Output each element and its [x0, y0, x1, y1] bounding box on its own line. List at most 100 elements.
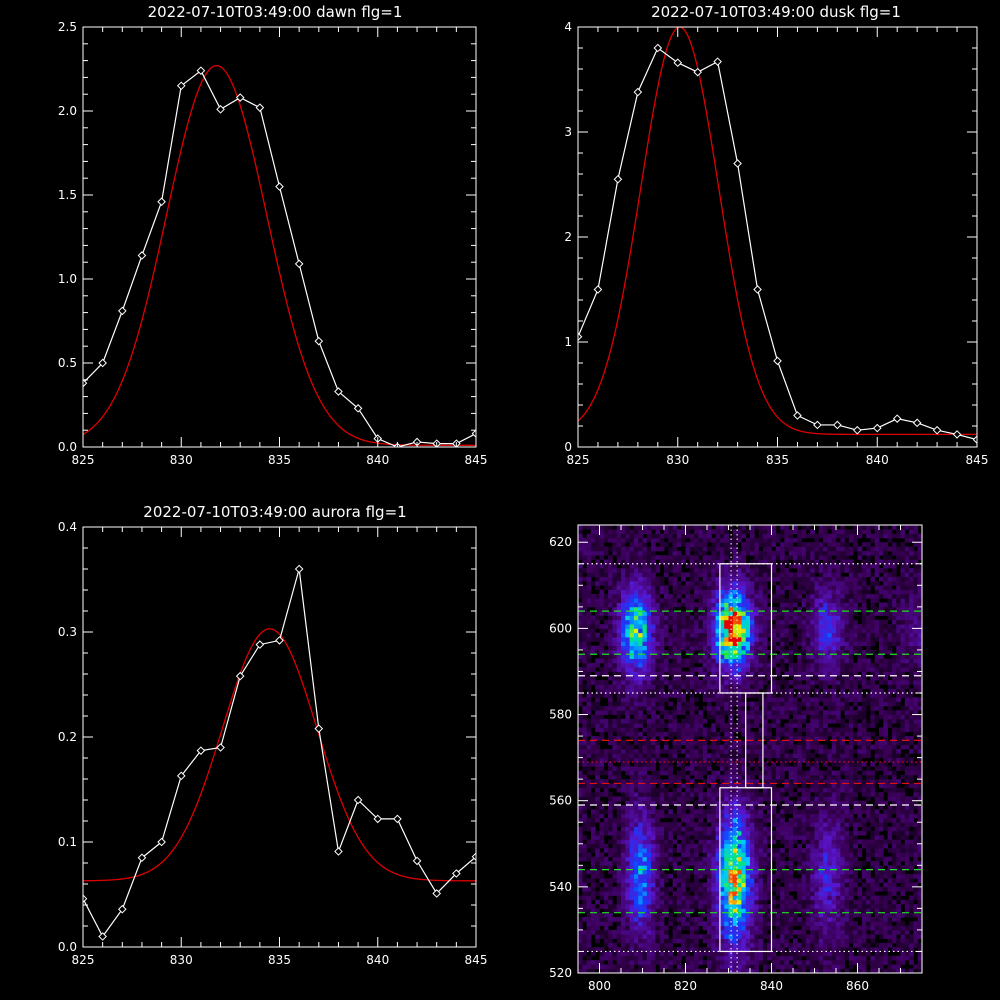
heatmap-cell — [702, 822, 708, 827]
heatmap-cell — [891, 787, 897, 793]
heatmap-cell — [578, 731, 583, 737]
heatmap-cell — [866, 817, 871, 823]
heatmap-cell — [715, 856, 721, 862]
heatmap-cell — [702, 886, 708, 892]
heatmap-cell — [586, 843, 592, 849]
heatmap-cell — [646, 753, 652, 759]
heatmap-cell — [818, 960, 824, 965]
heatmap-cell — [732, 848, 738, 853]
heatmap-cell — [719, 951, 725, 957]
heatmap-cell — [762, 856, 768, 862]
heatmap-cell — [917, 731, 922, 737]
heatmap-cell — [719, 899, 725, 905]
heatmap-cell — [664, 744, 669, 750]
heatmap-cell — [784, 929, 790, 935]
heatmap-cell — [831, 960, 837, 965]
heatmap-cell — [655, 856, 661, 862]
heatmap-cell — [590, 796, 596, 802]
aurora-data-point — [83, 894, 88, 904]
heatmap-cell — [848, 899, 854, 905]
heatmap-cell — [621, 718, 626, 724]
heatmap-cell — [883, 955, 888, 961]
heatmap-cell — [745, 718, 751, 724]
heatmap-cell — [848, 886, 854, 892]
heatmap-cell — [891, 912, 897, 918]
heatmap-cell — [672, 882, 678, 888]
heatmap-cell — [638, 869, 643, 875]
heatmap-cell — [814, 796, 820, 802]
heatmap-cell — [861, 882, 867, 888]
heatmap-cell — [840, 955, 845, 961]
heatmap-cell — [698, 955, 704, 961]
heatmap-cell — [861, 861, 867, 866]
heatmap-cell — [784, 835, 790, 840]
heatmap-cell — [874, 800, 880, 806]
heatmap-cell — [642, 942, 648, 948]
heatmap-cell — [866, 779, 871, 784]
heatmap-cell — [750, 740, 755, 746]
heatmap-cell — [707, 895, 712, 901]
heatmap-cell — [689, 882, 695, 888]
heatmap-cell — [685, 727, 691, 733]
heatmap-cell — [633, 938, 639, 944]
heatmap-cell — [646, 848, 652, 853]
heatmap-cell — [745, 839, 751, 845]
heatmap-cell — [797, 744, 802, 750]
heatmap-cell — [664, 710, 669, 715]
heatmap-cell — [780, 861, 785, 866]
heatmap-cell — [917, 809, 922, 815]
heatmap-cell — [689, 779, 695, 784]
heatmap-cell — [724, 723, 729, 728]
heatmap-cell — [758, 783, 764, 789]
heatmap-cell — [797, 727, 802, 733]
heatmap-cell — [698, 766, 704, 771]
heatmap-cell — [582, 942, 587, 948]
heatmap-cell — [633, 714, 639, 720]
heatmap-cell — [681, 873, 686, 879]
heatmap-cell — [595, 938, 600, 944]
heatmap-cell — [651, 770, 656, 776]
heatmap-cell — [608, 761, 613, 767]
heatmap-cell — [891, 805, 897, 810]
heatmap-cell — [625, 693, 630, 698]
heatmap-cell — [737, 852, 742, 858]
heatmap-cell — [818, 934, 824, 939]
heatmap-cell — [891, 774, 897, 780]
heatmap-cell — [599, 705, 605, 711]
heatmap-cell — [797, 813, 802, 819]
heatmap-cell — [732, 960, 738, 965]
heatmap-cell — [788, 856, 794, 862]
aurora-data-point — [353, 795, 363, 805]
heatmap-cell — [676, 826, 682, 832]
heatmap-cell — [831, 839, 837, 845]
heatmap-cell — [694, 942, 699, 948]
heatmap-cell — [891, 865, 897, 871]
heatmap-cell — [741, 731, 747, 737]
heatmap-cell — [758, 701, 764, 707]
heatmap-cell — [793, 817, 798, 823]
heatmap-cell — [741, 705, 747, 711]
heatmap-cell — [891, 796, 897, 802]
heatmap-cell — [754, 852, 759, 858]
heatmap-cell — [801, 895, 807, 901]
heatmap-cell — [732, 856, 738, 862]
heatmap-cell — [578, 839, 583, 845]
heatmap-cell — [595, 761, 600, 767]
heatmap-cell — [762, 753, 768, 759]
heatmap-cell — [586, 796, 592, 802]
heatmap-cell — [655, 800, 661, 806]
heatmap-cell — [750, 917, 755, 922]
heatmap-cell — [818, 886, 824, 892]
heatmap-cell — [655, 925, 661, 931]
heatmap-cell — [612, 947, 618, 952]
heatmap-cell — [762, 749, 768, 754]
heatmap-cell — [857, 805, 863, 810]
heatmap-cell — [793, 955, 798, 961]
heatmap-cell — [582, 761, 587, 767]
heatmap-cell — [732, 701, 738, 707]
heatmap-cell — [586, 839, 592, 845]
heatmap-cell — [853, 852, 858, 858]
heatmap-cell — [917, 688, 922, 694]
heatmap-cell — [582, 710, 587, 715]
heatmap-cell — [780, 938, 785, 944]
